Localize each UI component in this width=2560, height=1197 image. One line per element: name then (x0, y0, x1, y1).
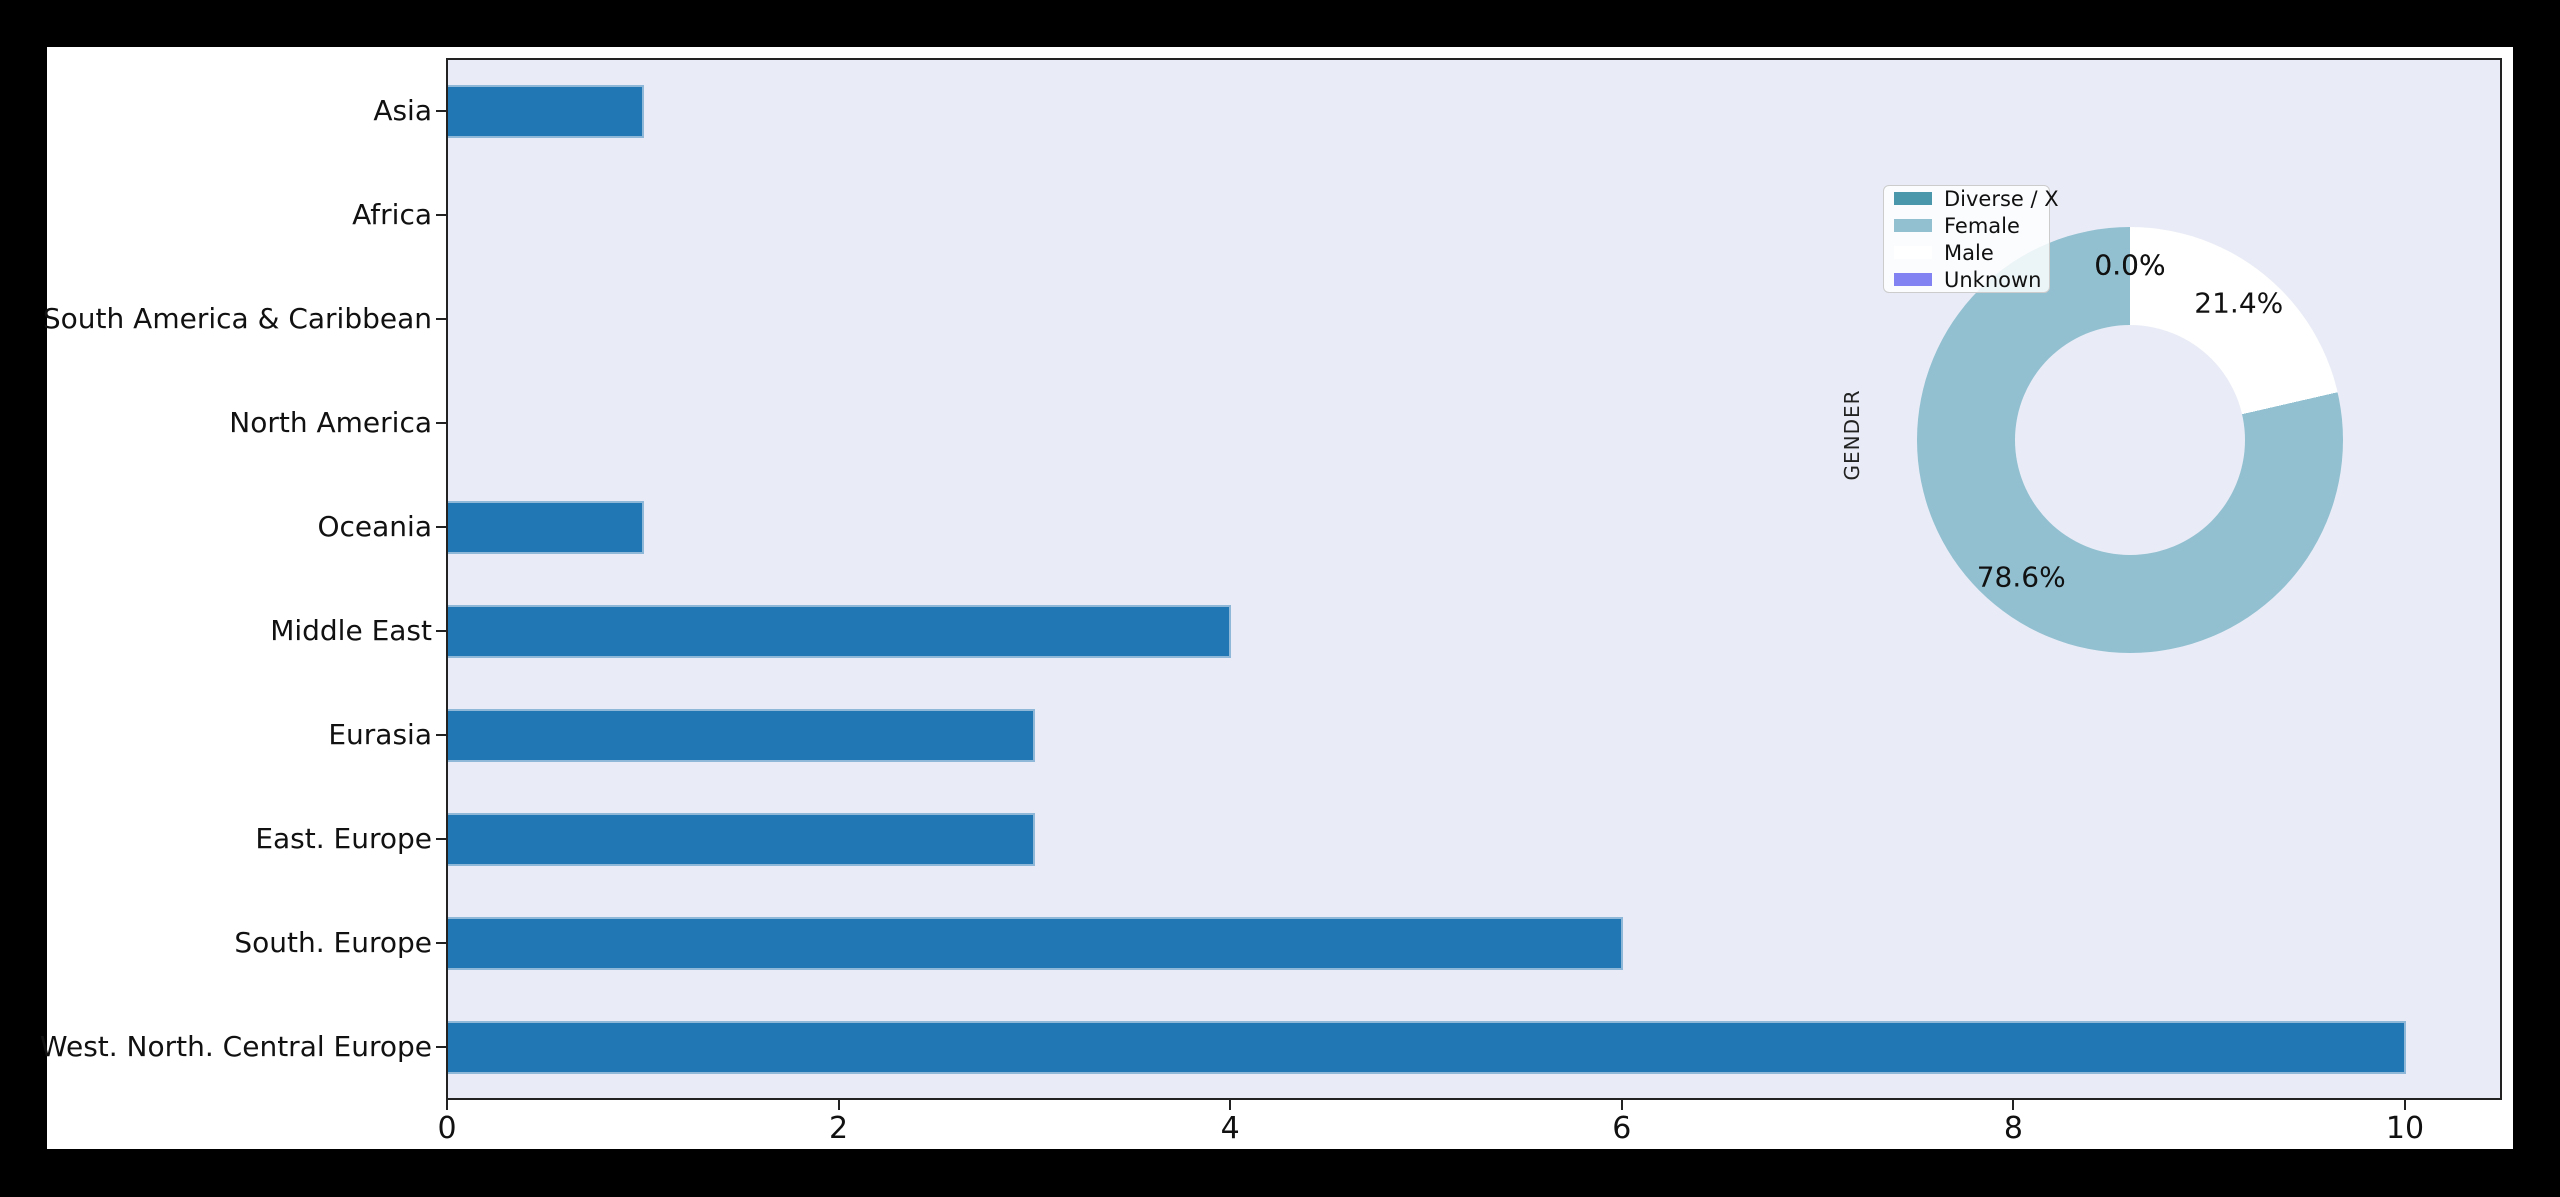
y-tick-label: South. Europe (234, 926, 432, 959)
legend-label: Female (1944, 213, 2020, 238)
legend-item: Male (1894, 241, 2039, 265)
y-tick-mark (436, 422, 446, 424)
legend-swatch (1894, 192, 1932, 205)
bar-middle-east (448, 604, 1232, 658)
x-tick-label: 0 (437, 1111, 457, 1146)
bar-west-north-central-europe (448, 1020, 2406, 1074)
legend-item: Unknown (1894, 267, 2042, 292)
y-tick-label: Asia (373, 94, 432, 127)
legend-label: Diverse / X (1944, 186, 2059, 211)
y-tick-label: North America (229, 406, 432, 439)
y-tick-mark (436, 214, 446, 216)
y-tick-label: Africa (352, 198, 432, 231)
y-tick-mark (436, 838, 446, 840)
donut-hole (2015, 325, 2245, 555)
bar-south-europe (448, 916, 1623, 970)
gender-axis-label: GENDER (1840, 389, 1864, 481)
legend-item: Diverse / X (1894, 187, 2059, 211)
x-tick-mark (1229, 1100, 1232, 1110)
legend-swatch (1894, 246, 1932, 259)
y-tick-label: Oceania (317, 510, 432, 543)
bar-eurasia (448, 708, 1036, 762)
y-tick-mark (436, 1046, 446, 1048)
x-tick-label: 10 (2385, 1111, 2425, 1146)
legend-swatch (1894, 219, 1932, 232)
legend-swatch (1894, 273, 1932, 286)
pct-label: 21.4% (2194, 286, 2284, 320)
y-tick-label: East. Europe (255, 822, 432, 855)
y-tick-label: West. North. Central Europe (39, 1030, 432, 1063)
x-tick-label: 2 (829, 1111, 849, 1146)
y-tick-mark (436, 526, 446, 528)
y-tick-mark (436, 734, 446, 736)
legend-item: Female (1894, 214, 2039, 238)
x-tick-label: 6 (1612, 1111, 1632, 1146)
x-tick-mark (1620, 1100, 1623, 1110)
pct-label: 78.6% (1976, 560, 2066, 594)
x-tick-mark (446, 1100, 448, 1110)
x-tick-label: 8 (2003, 1111, 2023, 1146)
bar-asia (448, 84, 644, 138)
pct-label: 0.0% (2094, 248, 2166, 282)
x-tick-mark (2012, 1100, 2015, 1110)
y-tick-mark (436, 318, 446, 320)
y-tick-label: Middle East (270, 614, 432, 647)
y-tick-label: Eurasia (328, 718, 432, 751)
y-tick-mark (436, 942, 446, 944)
y-tick-label: South America & Caribbean (42, 302, 432, 335)
gender-legend: Diverse / X Female Male Unknown (1883, 185, 2059, 293)
y-tick-mark (436, 110, 446, 112)
pct-label: 0.0% (2094, 248, 2166, 282)
legend-label: Male (1944, 240, 1994, 265)
bar-oceania (448, 500, 644, 554)
x-tick-mark (2404, 1100, 2406, 1110)
x-tick-label: 4 (1220, 1111, 1240, 1146)
legend-label: Unknown (1944, 267, 2042, 292)
bar-east-europe (448, 812, 1036, 866)
x-tick-mark (837, 1100, 840, 1110)
y-tick-mark (436, 630, 446, 632)
